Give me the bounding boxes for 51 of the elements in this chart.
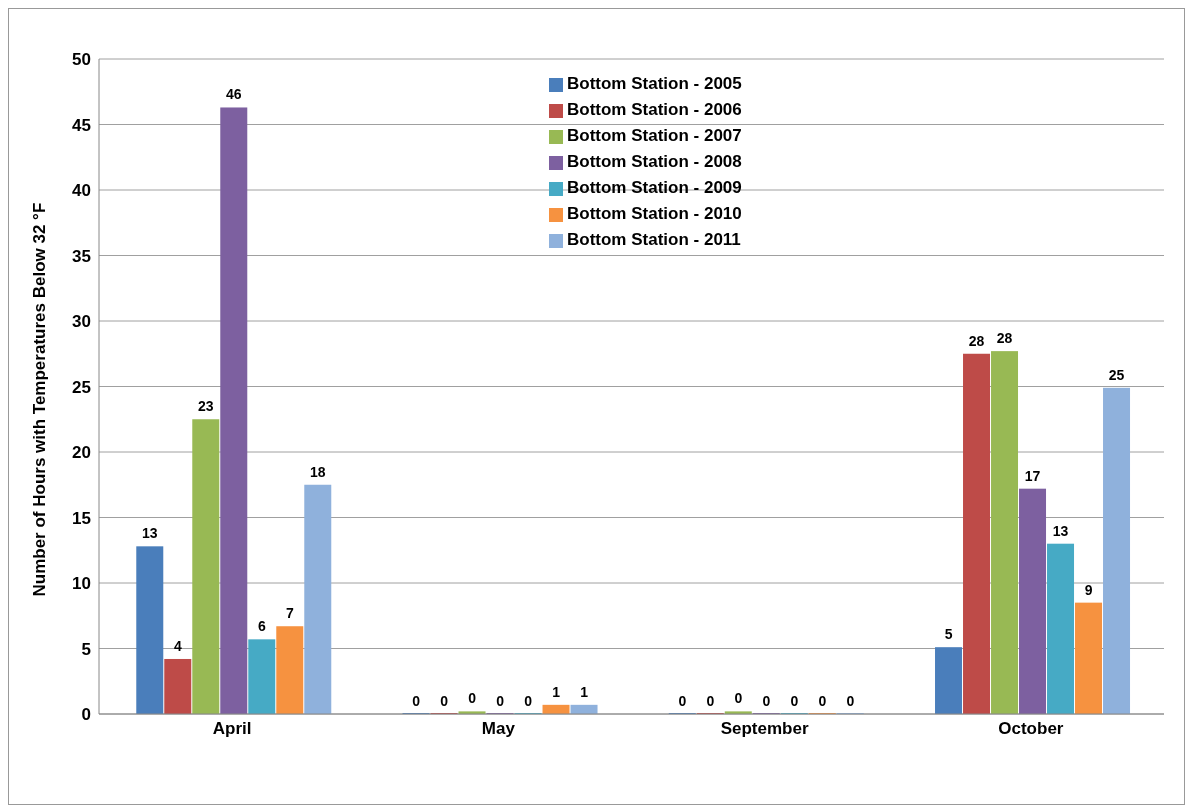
y-tick-label: 25: [72, 377, 91, 397]
data-label: 28: [968, 332, 985, 349]
data-label: 0: [440, 693, 449, 709]
y-tick-label: 0: [81, 705, 91, 725]
legend-label: Bottom Station - 2007: [567, 126, 742, 145]
data-label: 46: [225, 86, 242, 103]
legend-label: Bottom Station - 2011: [567, 230, 741, 249]
x-tick-label: May: [481, 719, 516, 739]
y-tick-label: 10: [72, 574, 91, 594]
y-tick-label: 15: [72, 508, 91, 528]
data-label: 7: [285, 605, 294, 622]
data-label: 5: [944, 626, 953, 643]
legend-label: Bottom Station - 2010: [567, 204, 742, 223]
y-axis-title: Number of Hours with Temperatures Below 32 °F: [30, 202, 50, 597]
data-label: 0: [468, 690, 477, 707]
legend-label: Bottom Station - 2008: [567, 152, 742, 171]
data-label: 28: [996, 330, 1013, 347]
data-label: 13: [141, 525, 158, 542]
data-label: 0: [412, 693, 421, 709]
data-label: 1: [552, 683, 561, 700]
legend-label: Bottom Station - 2009: [567, 178, 742, 197]
data-label: 0: [734, 690, 743, 707]
data-label: 23: [197, 398, 214, 415]
data-label: 4: [173, 637, 182, 654]
data-label: 13: [1052, 522, 1069, 539]
data-label: 25: [1108, 366, 1125, 383]
legend-label: Bottom Station - 2005: [567, 74, 742, 93]
x-tick-label: April: [212, 719, 252, 739]
y-tick-label: 50: [72, 50, 91, 70]
x-tick-label: October: [998, 719, 1064, 739]
data-label: 18: [309, 463, 326, 480]
legend-label: Bottom Station - 2006: [567, 100, 742, 119]
data-label: 17: [1024, 467, 1041, 484]
data-label: 0: [790, 693, 799, 709]
data-label: 6: [257, 618, 266, 635]
data-label: 0: [496, 693, 505, 709]
data-label: 0: [762, 693, 771, 709]
y-tick-label: 20: [72, 443, 91, 463]
data-label: 0: [846, 693, 855, 709]
data-label: 9: [1084, 581, 1093, 598]
data-label: 0: [678, 693, 687, 709]
x-tick-label: September: [720, 719, 809, 739]
data-label: 0: [706, 693, 715, 709]
data-label: 1: [580, 683, 589, 700]
data-label: 0: [818, 693, 827, 709]
y-tick-label: 45: [72, 115, 91, 135]
y-tick-label: 30: [72, 312, 91, 332]
data-label: 0: [524, 693, 533, 709]
y-tick-label: 5: [81, 639, 91, 659]
y-tick-label: 40: [72, 181, 91, 201]
y-tick-label: 35: [72, 246, 91, 266]
